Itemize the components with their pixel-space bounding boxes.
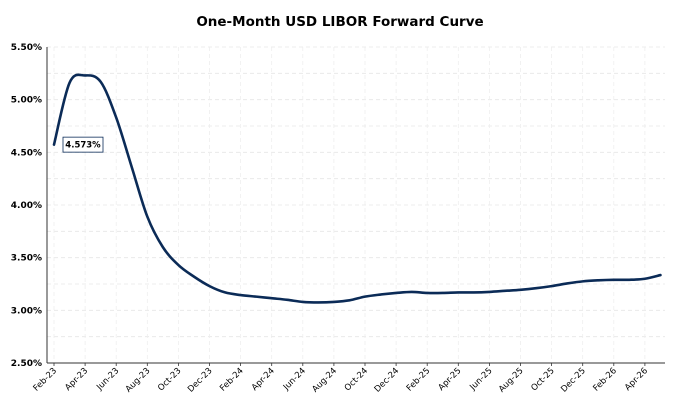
y-tick-label: 5.50% — [11, 43, 42, 53]
axes — [46, 47, 665, 364]
x-tick-label: Feb-25 — [405, 366, 433, 394]
x-tick-label: Jun-25 — [468, 366, 495, 393]
annotations: 4.573% — [62, 136, 104, 153]
x-tick-label: Aug-24 — [310, 366, 339, 395]
x-axis-ticks: Feb-23 Apr-23 Jun-23 Aug-23 Oct-23 Dec-23 Feb-… — [32, 363, 650, 395]
x-tick-label: Aug-25 — [497, 366, 526, 395]
y-tick-label: 4.00% — [11, 201, 42, 211]
y-tick-label: 3.50% — [11, 254, 42, 264]
gridlines — [47, 46, 665, 363]
data-label-box — [62, 136, 104, 153]
data-label: 4.573% — [65, 141, 101, 151]
x-tick-label: Feb-26 — [591, 366, 619, 394]
x-tick-label: Jun-24 — [281, 366, 308, 393]
x-tick-label: Dec-25 — [559, 366, 588, 395]
series-layer — [52, 73, 662, 304]
x-tick-label: Apr-26 — [623, 366, 650, 393]
chart-title: One-Month USD LIBOR Forward Curve — [196, 14, 483, 30]
x-tick-label: Aug-23 — [124, 366, 153, 395]
x-tick-label: Jun-23 — [94, 366, 121, 393]
x-tick-label: Oct-24 — [343, 366, 370, 393]
x-tick-label: Oct-25 — [529, 366, 556, 393]
y-axis-ticks: 2.50% 3.00% 3.50% 4.00% 4.50% 5.00% 5.50% — [11, 43, 42, 369]
x-tick-label: Feb-23 — [32, 366, 60, 394]
series-line — [52, 73, 662, 304]
x-tick-label: Dec-24 — [373, 366, 402, 395]
y-tick-label: 5.00% — [11, 96, 42, 106]
x-tick-label: Feb-24 — [218, 366, 246, 394]
x-tick-label: Apr-23 — [63, 366, 90, 393]
x-tick-label: Oct-23 — [156, 366, 183, 393]
x-tick-label: Apr-24 — [250, 366, 277, 393]
y-tick-label: 4.50% — [11, 148, 42, 158]
x-tick-label: Apr-25 — [437, 366, 464, 393]
y-tick-label: 3.00% — [11, 306, 42, 316]
y-tick-label: 2.50% — [11, 359, 42, 369]
x-tick-label: Dec-23 — [186, 366, 215, 395]
